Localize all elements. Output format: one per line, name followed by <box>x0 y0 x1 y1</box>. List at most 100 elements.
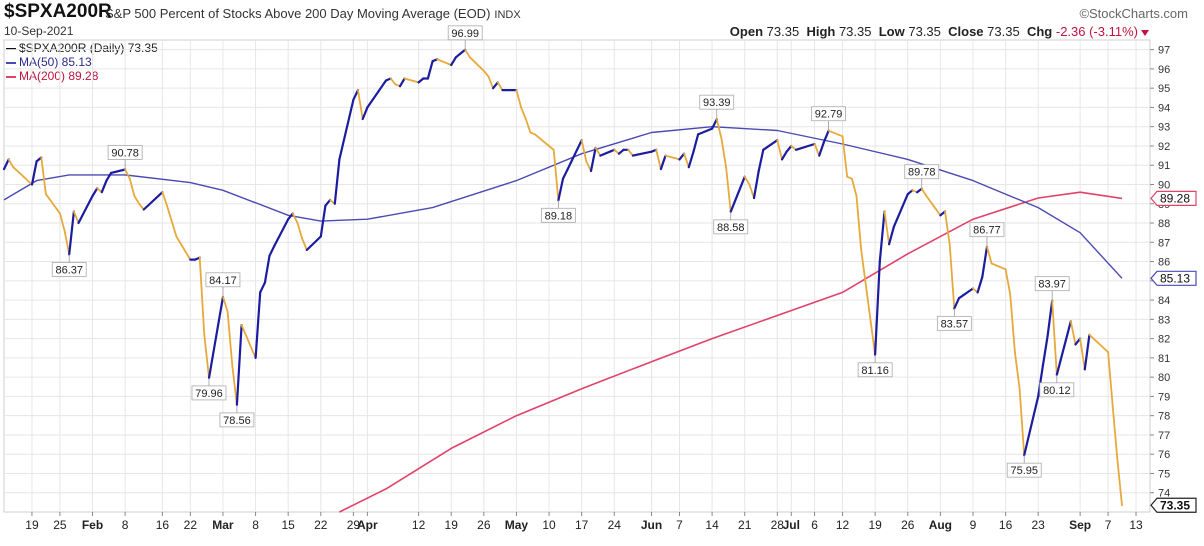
price-segment <box>2 158 10 171</box>
price-segment <box>776 139 783 161</box>
high-value: 73.35 <box>838 24 872 39</box>
annotation-box <box>713 219 749 235</box>
price-segment <box>515 89 522 109</box>
chart-description: S&P 500 Percent of Stocks Above 200 Day … <box>105 6 521 21</box>
price-segment <box>785 144 793 153</box>
price-segment <box>287 212 294 221</box>
annotation-label: 88.58 <box>717 222 745 234</box>
y-tick-label: 79 <box>1158 391 1170 403</box>
price-segment <box>1055 320 1072 376</box>
close-value: 73.35 <box>987 24 1020 39</box>
legend-item-main[interactable]: $SPXA200R (Daily) 73.35 <box>6 41 158 55</box>
legend-label-main: $SPXA200R (Daily) 73.35 <box>19 41 158 55</box>
price-segment <box>1074 337 1082 346</box>
price-segment <box>357 89 364 120</box>
price-segment <box>226 310 234 367</box>
y-tick-label: 96 <box>1158 64 1170 76</box>
x-tick-label: Jul <box>783 518 800 532</box>
open-value: 73.35 <box>766 24 800 39</box>
annotation-label: 96.99 <box>451 28 479 40</box>
price-segment <box>324 198 332 207</box>
legend-label-ma200: MA(200) 89.28 <box>19 69 99 83</box>
x-tick-label: 6 <box>811 518 818 532</box>
open-label: Open <box>729 24 764 39</box>
x-tick-label: 19 <box>445 518 459 532</box>
chart-series <box>2 48 1123 513</box>
annotation-label: 80.12 <box>1043 385 1071 397</box>
price-segment <box>319 204 327 238</box>
price-segment <box>1046 299 1054 338</box>
price-segment <box>813 143 821 157</box>
price-segment <box>552 148 560 202</box>
last-value-label: 89.28 <box>1160 191 1190 205</box>
y-tick-label: 93 <box>1158 122 1170 134</box>
annotation-box <box>51 262 87 277</box>
price-segment <box>133 195 141 205</box>
price-segment <box>273 218 290 248</box>
x-tick-label: 29 <box>347 518 361 532</box>
x-tick-label: 9 <box>970 518 977 532</box>
price-segment <box>222 295 229 313</box>
price-segment <box>561 168 569 180</box>
annotation-label: 86.77 <box>973 225 1001 237</box>
price-segment <box>30 160 38 186</box>
price-segment <box>925 195 942 217</box>
y-tick-label: 90 <box>1158 179 1170 191</box>
description-text: S&P 500 Percent of Stocks Above 200 Day … <box>105 6 491 21</box>
price-segment <box>254 291 262 359</box>
price-segment <box>1023 395 1040 457</box>
price-segment <box>124 168 131 180</box>
ohlc-readout: Open 73.35 High 73.35 Low 73.35 Close 73… <box>730 24 1149 39</box>
price-segment <box>268 245 276 257</box>
price-segment <box>687 150 695 169</box>
price-segment <box>594 146 602 157</box>
price-segment <box>77 194 94 225</box>
x-tick-label: 14 <box>705 518 719 532</box>
price-segment <box>873 260 881 356</box>
price-segment <box>729 175 746 213</box>
price-segment <box>683 152 690 169</box>
price-segment <box>1037 364 1045 398</box>
price-segment <box>231 364 238 406</box>
x-tick-label: 24 <box>608 518 622 532</box>
last-value-label: 73.35 <box>1160 498 1190 512</box>
x-tick-label: Jun <box>641 518 662 532</box>
price-segment <box>482 69 490 78</box>
price-segment <box>580 139 588 163</box>
chart-symbol: $SPXA200R <box>4 1 112 22</box>
annotation-label: 92.79 <box>815 109 843 121</box>
price-segment <box>59 212 66 232</box>
price-segment <box>198 256 206 336</box>
annotation-box <box>540 207 576 223</box>
price-segment <box>1004 268 1012 296</box>
high-label: High <box>806 24 836 39</box>
price-segment <box>720 137 727 169</box>
price-segment <box>361 106 369 121</box>
x-tick-label: 17 <box>575 518 589 532</box>
price-segment <box>762 139 779 151</box>
close-label: Close <box>948 24 984 39</box>
last-value-tag: 85.13 <box>1150 270 1197 286</box>
price-segment <box>976 275 984 294</box>
price-segment <box>73 210 80 224</box>
x-tick-label: 12 <box>836 518 850 532</box>
price-segment <box>235 324 243 406</box>
last-value-box <box>1150 270 1197 286</box>
price-segment <box>398 77 406 88</box>
x-tick-label: 16 <box>156 518 170 532</box>
legend-item-ma50[interactable]: MA(50) 85.13 <box>6 55 158 69</box>
annotation-label: 93.39 <box>703 97 731 109</box>
annotation-box <box>1034 276 1070 292</box>
y-tick-label: 75 <box>1158 468 1170 480</box>
price-segment <box>548 145 555 151</box>
brand-logo[interactable]: ©StockCharts.com <box>1079 6 1188 21</box>
annotation-box <box>107 145 143 160</box>
price-segment <box>1088 333 1109 354</box>
x-tick-label: 7 <box>676 518 683 532</box>
price-segment <box>944 210 951 246</box>
price-segment <box>170 220 178 238</box>
legend-item-ma200[interactable]: MA(200) 89.28 <box>6 69 158 83</box>
price-segment <box>1116 458 1123 507</box>
